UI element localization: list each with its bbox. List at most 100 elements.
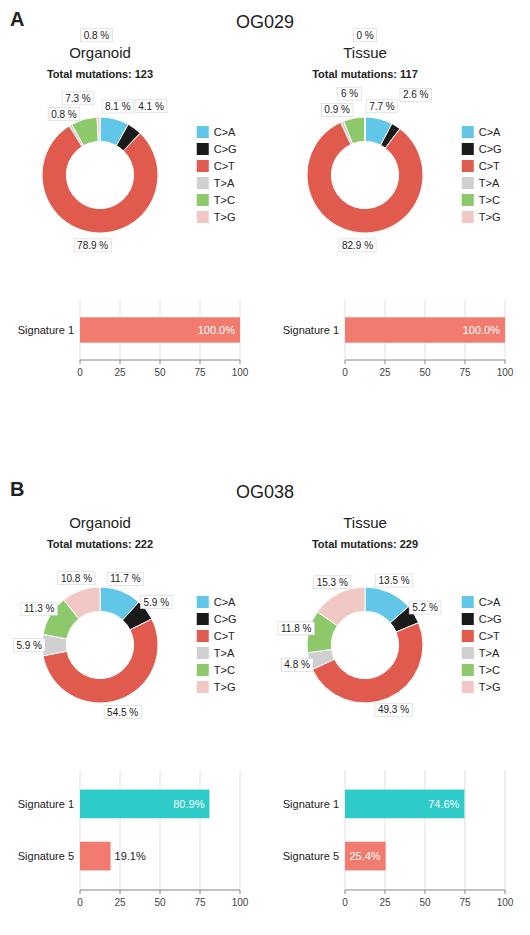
data-label-box <box>107 572 143 585</box>
data-labels: 13.5 %5.2 %49.3 %4.8 %11.8 %15.3 % <box>278 574 441 716</box>
legend-swatch <box>462 211 474 223</box>
data-label: 19.1% <box>115 850 146 862</box>
legend-label: T>A <box>214 647 235 659</box>
tick-label: 50 <box>419 367 431 378</box>
chart-title: Organoid <box>69 514 131 531</box>
tick-label: 25 <box>114 897 126 908</box>
tick-mark <box>80 360 81 364</box>
panel-title: OG038 <box>236 482 294 502</box>
legend-swatch <box>462 160 474 172</box>
legend-swatch <box>197 194 209 206</box>
pie-chart: OrganoidTotal mutations: 222C>AC>GC>TT>A… <box>13 514 236 719</box>
data-label-box <box>400 88 432 101</box>
category-label: Signature 1 <box>283 798 339 810</box>
data-label-box <box>375 703 412 716</box>
bars <box>80 317 240 342</box>
tick-label: 25 <box>379 897 391 908</box>
legend-label: C>A <box>214 596 236 608</box>
legend-swatch <box>462 647 474 659</box>
data-label-box <box>81 29 113 42</box>
legend-swatch <box>462 596 474 608</box>
x-axis: 0255075100 <box>77 360 249 378</box>
legend: C>AC>GC>TT>AT>CT>G <box>462 126 502 223</box>
data-label: 5.9 % <box>143 597 169 608</box>
data-label: 0.8 % <box>84 30 110 41</box>
legend-label: C>A <box>214 126 236 138</box>
tick-label: 75 <box>459 897 471 908</box>
data-label-box <box>409 601 441 614</box>
data-label: 100.0% <box>463 324 501 336</box>
data-label-box <box>74 239 111 252</box>
data-label-box <box>140 596 172 609</box>
data-label: 80.9% <box>173 798 204 810</box>
tick-label: 100 <box>497 897 514 908</box>
tick-label: 100 <box>232 897 249 908</box>
legend-swatch <box>197 177 209 189</box>
chart-subtitle: Total mutations: 229 <box>312 538 418 550</box>
bars <box>345 790 464 871</box>
tick-label: 0 <box>342 897 348 908</box>
legend-swatch <box>197 160 209 172</box>
tick-mark <box>425 360 426 364</box>
data-label-box <box>21 602 57 615</box>
tick-mark <box>465 890 466 894</box>
data-label-box <box>314 576 351 589</box>
data-label-box <box>48 108 80 121</box>
tick-mark <box>160 360 161 364</box>
background <box>0 0 530 935</box>
grid-line <box>345 770 346 890</box>
legend-label: T>G <box>214 681 236 693</box>
tick-mark <box>385 360 386 364</box>
data-labels: 8.1 %4.1 %78.9 %0.8 %7.3 %0.8 % <box>48 29 167 252</box>
legend-label: C>A <box>479 596 501 608</box>
legend-swatch <box>197 664 209 676</box>
tick-mark <box>425 890 426 894</box>
tick-mark <box>345 890 346 894</box>
panel-label: B <box>10 478 24 500</box>
tick-label: 75 <box>194 897 206 908</box>
pie-slice <box>317 587 365 626</box>
legend-label: C>T <box>214 630 235 642</box>
legend-label: C>A <box>479 126 501 138</box>
data-label: 5.9 % <box>16 640 42 651</box>
data-label: 10.8 % <box>61 573 92 584</box>
legend-label: T>C <box>479 664 500 676</box>
tick-mark <box>160 890 161 894</box>
tick-mark <box>120 890 121 894</box>
data-label: 100.0% <box>198 324 236 336</box>
tick-label: 0 <box>77 367 83 378</box>
pie-chart: TissueTotal mutations: 229C>AC>GC>TT>AT>… <box>278 514 502 716</box>
tick-mark <box>80 890 81 894</box>
data-label: 25.4% <box>349 850 380 862</box>
tick-mark <box>465 360 466 364</box>
legend-label: T>A <box>214 177 235 189</box>
legend: C>AC>GC>TT>AT>CT>G <box>197 126 237 223</box>
legend-label: T>G <box>479 211 501 223</box>
data-label: 6 % <box>341 88 358 99</box>
data-label: 11.8 % <box>281 623 311 634</box>
tick-mark <box>385 890 386 894</box>
legend-label: T>G <box>479 681 501 693</box>
grid <box>345 300 505 360</box>
legend-label: C>G <box>479 143 502 155</box>
chart-subtitle: Total mutations: 117 <box>312 68 418 80</box>
chart-title: Organoid <box>69 44 131 61</box>
category-label: Signature 1 <box>18 798 74 810</box>
data-label: 82.9 % <box>342 240 373 251</box>
category-label: Signature 1 <box>18 324 74 336</box>
data-label: 4.8 % <box>284 659 310 670</box>
data-labels: 7.7 %2.6 %82.9 %0.9 %6 %0 % <box>321 29 431 252</box>
category-label: Signature 1 <box>283 324 339 336</box>
legend-swatch <box>197 143 209 155</box>
wedges <box>307 117 423 233</box>
panel-title: OG029 <box>236 12 294 32</box>
legend-label: T>A <box>479 177 500 189</box>
data-label: 7.7 % <box>369 101 395 112</box>
data-label: 0 % <box>356 30 373 41</box>
x-axis: 0255075100 <box>342 360 514 378</box>
grid-line <box>505 770 506 890</box>
bar <box>80 842 111 871</box>
data-label: 2.6 % <box>403 89 429 100</box>
labels: Signature 180.9%Signature 519.1% <box>18 798 205 862</box>
data-label: 54.5 % <box>107 707 138 718</box>
